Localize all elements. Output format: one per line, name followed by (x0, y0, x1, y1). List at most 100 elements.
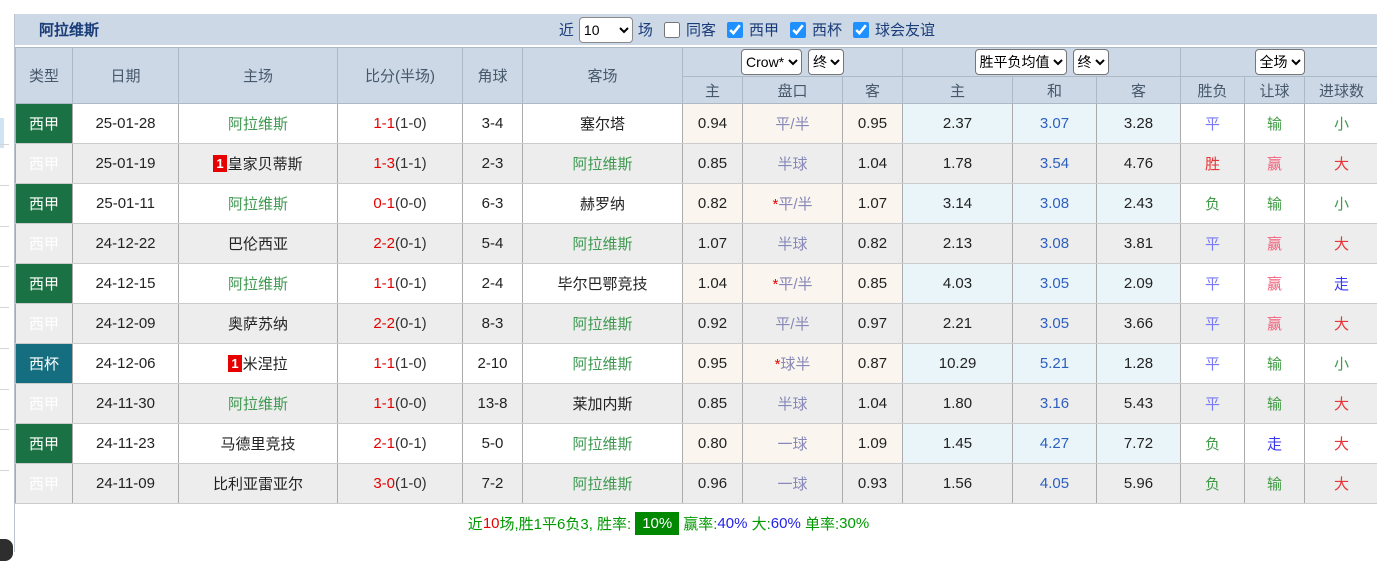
league-type-badge: 西甲 (16, 104, 73, 144)
cell-handicap-line: 一球 (743, 424, 843, 464)
cell-date: 24-12-06 (73, 344, 179, 384)
home-team-name: 阿拉维斯 (228, 276, 288, 293)
handicap-text: 半球 (777, 396, 807, 413)
cell-score: 2-2(0-1) (338, 304, 463, 344)
same-opponent-checkbox[interactable] (664, 22, 680, 38)
cell-avg-draw: 4.05 (1013, 464, 1097, 504)
filter-laliga-checkbox[interactable] (727, 22, 743, 38)
cell-home-team: 马德里竞技 (179, 424, 338, 464)
cell-home-team: 阿拉维斯 (179, 104, 338, 144)
away-team-name: 阿拉维斯 (572, 476, 632, 493)
away-team-name: 莱加内斯 (572, 396, 632, 413)
fulltime-score: 1-1 (373, 275, 395, 292)
avg-state-select[interactable]: 终 (1073, 49, 1109, 75)
cell-avg-home: 2.13 (903, 224, 1013, 264)
cell-avg-home: 4.03 (903, 264, 1013, 304)
cell-corners: 13-8 (463, 384, 523, 424)
cell-avg-home: 10.29 (903, 344, 1013, 384)
cell-handicap-line: 半球 (743, 224, 843, 264)
filter-friendly-checkbox[interactable] (853, 22, 869, 38)
avg-selects-cell: 胜平负均值终 (903, 48, 1181, 77)
handicap-text: 半球 (777, 236, 807, 253)
cell-date: 24-12-15 (73, 264, 179, 304)
home-team-name: 阿拉维斯 (228, 196, 288, 213)
cell-avg-draw: 5.21 (1013, 344, 1097, 384)
cell-avg-away: 4.76 (1097, 144, 1181, 184)
cell-score: 1-1(0-0) (338, 384, 463, 424)
cell-avg-away: 5.96 (1097, 464, 1181, 504)
cell-away-team: 阿拉维斯 (523, 424, 683, 464)
cell-avg-draw: 3.05 (1013, 304, 1097, 344)
col-header-date: 日期 (73, 48, 179, 104)
cell-score: 1-1(0-1) (338, 264, 463, 304)
cell-date: 24-12-09 (73, 304, 179, 344)
cell-result-goals: 大 (1305, 144, 1377, 184)
cell-avg-away: 2.09 (1097, 264, 1181, 304)
fulltime-score: 0-1 (373, 195, 395, 212)
cell-odds-home: 0.95 (683, 344, 743, 384)
cell-avg-away: 1.28 (1097, 344, 1181, 384)
cell-avg-away: 5.43 (1097, 384, 1181, 424)
cell-handicap-line: *平/半 (743, 184, 843, 224)
filter-laliga-label: 西甲 (749, 19, 779, 40)
home-team-name: 阿拉维斯 (228, 396, 288, 413)
cell-handicap-line: 半球 (743, 384, 843, 424)
cell-handicap-line: 一球 (743, 464, 843, 504)
adjacent-panel-edge (0, 0, 14, 552)
halftime-score: (0-1) (395, 275, 427, 292)
fulltime-score: 1-3 (373, 155, 395, 172)
cell-avg-away: 2.43 (1097, 184, 1181, 224)
cell-result-handicap: 走 (1245, 424, 1305, 464)
cell-corners: 2-4 (463, 264, 523, 304)
avg-odds-select[interactable]: 胜平负均值 (975, 49, 1067, 75)
panel-titlebar: 阿拉维斯 近 10 场 同客 西甲 西杯 球会友谊 (15, 14, 1377, 47)
cell-result-wdl: 胜 (1181, 144, 1245, 184)
cell-result-handicap: 赢 (1245, 264, 1305, 304)
odds-selects-cell: Crow*终 (683, 48, 903, 77)
cell-result-handicap: 输 (1245, 344, 1305, 384)
halftime-score: (1-0) (395, 355, 427, 372)
cell-corners: 8-3 (463, 304, 523, 344)
away-team-name: 阿拉维斯 (572, 316, 632, 333)
cell-avg-home: 1.45 (903, 424, 1013, 464)
cell-away-team: 莱加内斯 (523, 384, 683, 424)
handicap-text: 平/半 (778, 196, 812, 213)
cell-avg-draw: 3.08 (1013, 184, 1097, 224)
summary-part: 大: (747, 513, 770, 534)
away-team-name: 阿拉维斯 (572, 236, 632, 253)
away-team-name: 阿拉维斯 (572, 356, 632, 373)
match-scope-select[interactable]: 全场 (1255, 49, 1305, 75)
cell-date: 24-11-23 (73, 424, 179, 464)
table-row: 西甲 24-12-22 巴伦西亚 2-2(0-1) 5-4 阿拉维斯 1.07 … (16, 224, 1377, 264)
handicap-text: 平/半 (778, 276, 812, 293)
cell-result-handicap: 输 (1245, 104, 1305, 144)
halftime-score: (0-1) (395, 435, 427, 452)
summary-part: 60% (771, 515, 801, 532)
page-title: 阿拉维斯 (15, 19, 99, 40)
cell-result-wdl: 平 (1181, 344, 1245, 384)
cell-result-goals: 大 (1305, 464, 1377, 504)
filter-copa-checkbox[interactable] (790, 22, 806, 38)
cell-date: 24-11-30 (73, 384, 179, 424)
cell-result-wdl: 平 (1181, 384, 1245, 424)
col-header-away: 客场 (523, 48, 683, 104)
odds-state-select[interactable]: 终 (808, 49, 844, 75)
cell-odds-away: 0.95 (843, 104, 903, 144)
recent-count-select[interactable]: 10 (579, 17, 633, 43)
handicap-text: 一球 (777, 476, 807, 493)
league-type-badge: 西甲 (16, 184, 73, 224)
match-table-body: 西甲 25-01-28 阿拉维斯 1-1(1-0) 3-4 塞尔塔 0.94 平… (16, 104, 1377, 504)
cell-home-team: 奥萨苏纳 (179, 304, 338, 344)
scope-select-cell: 全场 (1181, 48, 1377, 77)
fulltime-score: 1-1 (373, 355, 395, 372)
cell-odds-home: 0.85 (683, 144, 743, 184)
cell-corners: 2-10 (463, 344, 523, 384)
cell-result-wdl: 平 (1181, 304, 1245, 344)
col-header-corner: 角球 (463, 48, 523, 104)
cell-away-team: 塞尔塔 (523, 104, 683, 144)
cell-away-team: 阿拉维斯 (523, 464, 683, 504)
table-row: 西甲 25-01-11 阿拉维斯 0-1(0-0) 6-3 赫罗纳 0.82 *… (16, 184, 1377, 224)
odds-company-select[interactable]: Crow* (741, 49, 802, 75)
